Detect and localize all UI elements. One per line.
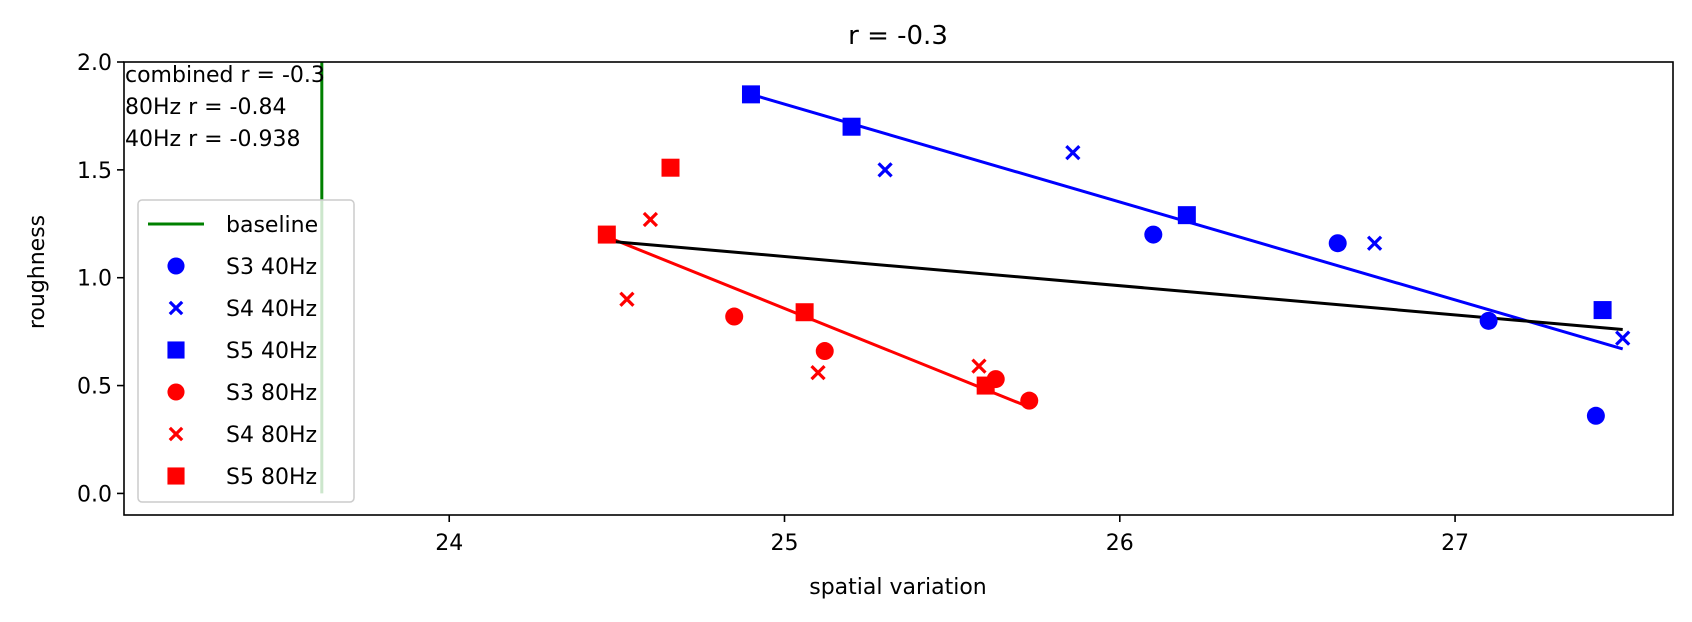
data-point xyxy=(1065,144,1081,161)
data-point xyxy=(795,303,814,322)
fit-line-2 xyxy=(606,235,1030,409)
correlation-annotation: 40Hz r = -0.938 xyxy=(125,127,300,152)
data-point xyxy=(1615,330,1631,346)
x-axis-label: spatial variation xyxy=(809,575,987,600)
correlation-annotation: 80Hz r = -0.84 xyxy=(125,95,286,120)
series-s3-80hz xyxy=(725,307,1039,410)
data-point xyxy=(1593,301,1612,320)
data-point xyxy=(661,158,680,177)
x-tick-label: 27 xyxy=(1441,531,1469,556)
data-point xyxy=(877,162,893,178)
y-axis-label: roughness xyxy=(25,215,50,329)
y-tick-label: 0.5 xyxy=(77,375,112,400)
legend-marker xyxy=(167,257,185,275)
legend-box xyxy=(137,199,355,503)
series-s5-40hz xyxy=(741,85,1612,320)
legend-label: S4 80Hz xyxy=(226,423,317,448)
data-point xyxy=(1586,406,1605,425)
correlation-annotation: combined r = -0.3 xyxy=(125,63,325,88)
legend-label: S5 40Hz xyxy=(226,339,317,364)
data-point xyxy=(619,291,635,307)
data-point xyxy=(810,364,826,381)
data-point xyxy=(976,376,995,395)
plot-frame xyxy=(123,61,1674,516)
legend-marker xyxy=(167,467,185,485)
y-tick-label: 0.0 xyxy=(77,482,112,507)
fit-line-3 xyxy=(606,239,1623,331)
plot-area: 24 25 26 27 0.0 0.5 1.0 1.5 2.0 combined r = -0.3… xyxy=(77,51,1674,556)
legend-marker xyxy=(167,383,185,401)
data-point xyxy=(741,85,760,104)
data-point xyxy=(642,211,659,228)
data-point xyxy=(1328,234,1347,253)
y-tick-label: 1.0 xyxy=(77,267,112,292)
data-point xyxy=(725,307,744,326)
data-point xyxy=(1020,391,1039,410)
series-s3-40hz xyxy=(1144,225,1605,425)
data-point xyxy=(815,342,834,361)
legend-label: S4 40Hz xyxy=(226,297,317,322)
data-point xyxy=(1479,311,1498,330)
legend-marker xyxy=(168,300,184,316)
series-s5-80hz xyxy=(597,158,995,395)
series-s4-40hz xyxy=(877,144,1631,346)
y-tick-label: 2.0 xyxy=(77,51,112,76)
data-point xyxy=(597,225,616,244)
legend-marker xyxy=(168,426,184,442)
legend-label: S3 40Hz xyxy=(226,255,317,280)
data-point xyxy=(1366,235,1383,251)
chart-title: r = -0.3 xyxy=(848,21,948,51)
data-point xyxy=(971,358,987,374)
legend-label: baseline xyxy=(226,213,318,238)
data-point xyxy=(1144,225,1163,244)
x-tick-label: 25 xyxy=(771,531,799,556)
legend-marker xyxy=(167,341,185,359)
legend: baseline S3 40Hz S4 40Hz S5 40Hz S3 80Hz S4 8… xyxy=(137,199,355,503)
data-point xyxy=(842,117,861,136)
legend-label: S3 80Hz xyxy=(226,381,317,406)
data-point xyxy=(1177,206,1196,225)
x-tick-label: 26 xyxy=(1106,531,1134,556)
legend-label: S5 80Hz xyxy=(226,465,317,490)
y-tick-label: 1.5 xyxy=(77,159,112,184)
x-tick-label: 24 xyxy=(435,531,463,556)
series-s4-80hz xyxy=(619,211,987,381)
